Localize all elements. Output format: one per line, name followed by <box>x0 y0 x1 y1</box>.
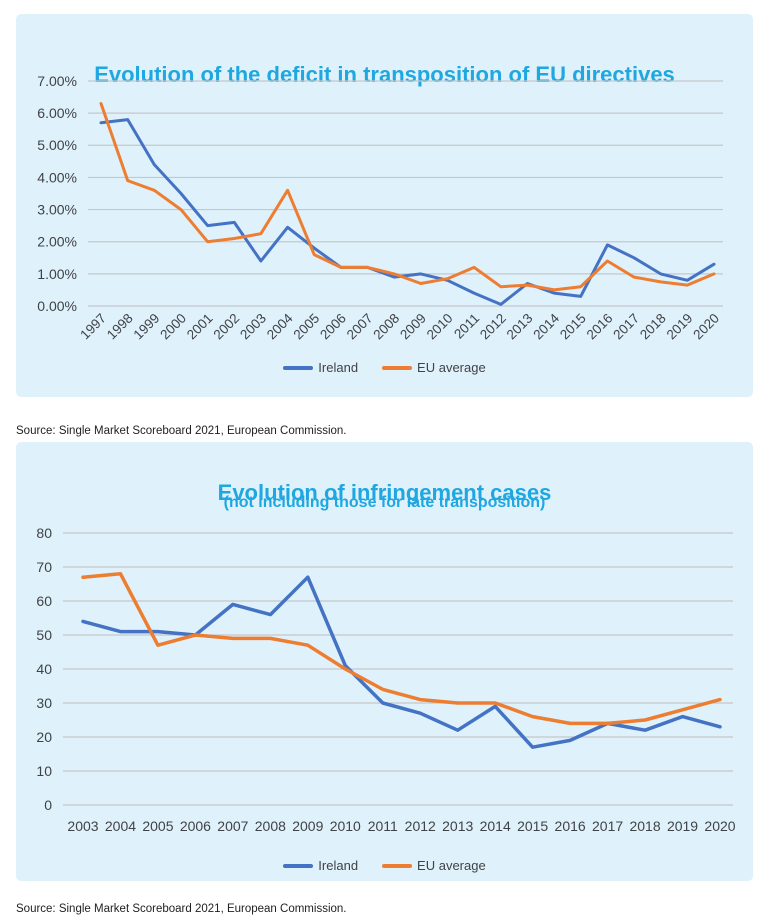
x-tick-label: 2004 <box>264 310 296 342</box>
y-tick-label: 4.00% <box>37 169 77 185</box>
y-tick-label: 40 <box>36 661 52 677</box>
x-tick-label: 1997 <box>77 311 109 343</box>
x-tick-label: 2009 <box>397 311 429 343</box>
x-tick-label: 2020 <box>690 311 722 343</box>
x-tick-label: 2016 <box>555 818 586 834</box>
x-tick-label: 2005 <box>142 818 173 834</box>
y-tick-label: 1.00% <box>37 266 77 282</box>
x-tick-label: 2015 <box>557 311 589 343</box>
y-tick-label: 2.00% <box>37 234 77 250</box>
x-tick-label: 2001 <box>184 311 216 343</box>
legend-swatch-eu-average <box>382 365 413 370</box>
x-tick-label: 2010 <box>330 818 361 834</box>
x-tick-label: 2015 <box>517 818 548 834</box>
y-tick-label: 0 <box>44 797 52 813</box>
y-tick-label: 70 <box>36 559 52 575</box>
source-note-1: Source: Single Market Scoreboard 2021, E… <box>16 424 347 437</box>
y-tick-label: 10 <box>36 763 52 779</box>
x-tick-label: 2017 <box>610 311 642 343</box>
x-tick-label: 2010 <box>424 311 456 343</box>
legend-item-eu-average: EU average <box>382 858 486 873</box>
transposition-deficit-chart: 0.00% 1.00% 2.00% 3.00% 4.00% 5.00% 6.00% 7.00%… <box>37 73 723 342</box>
x-tick-label: 2012 <box>405 818 436 834</box>
x-tick-label: 2014 <box>530 310 562 342</box>
legend-label-ireland: Ireland <box>318 858 359 873</box>
y-tick-label: 6.00% <box>37 105 77 121</box>
x-tick-label: 2003 <box>237 311 269 343</box>
x-tick-label: 2017 <box>592 818 623 834</box>
x-tick-label: 2011 <box>451 311 482 342</box>
legend-label-eu-average: EU average <box>417 360 486 375</box>
y-axis-labels: 0 10 20 30 40 50 60 70 80 <box>36 525 52 813</box>
x-axis-labels: 2003 2004 2005 2006 2007 2008 2009 2010 2011 2012… <box>67 818 735 834</box>
x-tick-label: 2013 <box>442 818 473 834</box>
source-note-2: Source: Single Market Scoreboard 2021, E… <box>16 902 347 915</box>
x-tick-label: 2007 <box>344 311 376 343</box>
x-tick-label: 2002 <box>211 311 243 343</box>
x-axis-labels: 1997199819992000200120022003200420052006… <box>77 310 722 342</box>
y-tick-label: 7.00% <box>37 73 77 89</box>
x-tick-label: 2020 <box>704 818 735 834</box>
x-tick-label: 2005 <box>290 311 322 343</box>
gridlines <box>88 80 723 307</box>
infringement-cases-chart-panel: Evolution of infringement cases (not inc… <box>16 442 753 881</box>
y-tick-label: 5.00% <box>37 137 77 153</box>
y-tick-label: 80 <box>36 525 52 541</box>
x-tick-label: 1998 <box>104 311 136 343</box>
legend-item-eu-average: EU average <box>382 360 486 375</box>
legend-infringement-cases: Ireland EU average <box>16 858 753 873</box>
series-line-ireland <box>99 118 716 306</box>
series-line-eu-average <box>81 572 722 726</box>
y-axis-labels: 0.00% 1.00% 2.00% 3.00% 4.00% 5.00% 6.00% 7.00% <box>37 73 77 314</box>
x-tick-label: 2006 <box>180 818 211 834</box>
x-tick-label: 2014 <box>480 818 511 834</box>
legend-swatch-eu-average <box>382 863 413 868</box>
chart-title-infringement-cases: Evolution of infringement cases <box>217 480 552 506</box>
y-tick-label: 60 <box>36 593 52 609</box>
x-tick-label: 2000 <box>157 311 189 343</box>
x-tick-label: 2019 <box>667 818 698 834</box>
legend-label-eu-average: EU average <box>417 858 486 873</box>
gridlines <box>63 532 733 806</box>
legend-swatch-ireland <box>283 365 314 370</box>
series-line-eu-average <box>99 102 716 292</box>
y-tick-label: 30 <box>36 695 52 711</box>
x-tick-label: 2004 <box>105 818 136 834</box>
x-tick-label: 2008 <box>370 311 402 343</box>
legend-item-ireland: Ireland <box>283 858 358 873</box>
x-tick-label: 2009 <box>292 818 323 834</box>
x-tick-label: 2013 <box>504 311 536 343</box>
x-tick-label: 2018 <box>637 311 669 343</box>
x-tick-label: 2003 <box>67 818 98 834</box>
x-tick-label: 2018 <box>629 818 660 834</box>
y-tick-label: 3.00% <box>37 201 77 217</box>
x-tick-label: 2008 <box>255 818 286 834</box>
x-tick-label: 2012 <box>477 311 509 343</box>
y-tick-label: 50 <box>36 627 52 643</box>
x-tick-label: 2006 <box>317 311 349 343</box>
legend-label-ireland: Ireland <box>318 360 359 375</box>
y-tick-label: 20 <box>36 729 52 745</box>
transposition-deficit-chart-panel: Evolution of the deficit in transpositio… <box>16 14 753 397</box>
x-tick-label: 2016 <box>584 311 616 343</box>
y-tick-label: 0.00% <box>37 298 77 314</box>
legend-transposition-deficit: Ireland EU average <box>16 360 753 375</box>
x-tick-label: 2011 <box>368 818 398 834</box>
x-tick-label: 2007 <box>217 818 248 834</box>
x-tick-label: 2019 <box>664 311 696 343</box>
legend-item-ireland: Ireland <box>283 360 358 375</box>
legend-swatch-ireland <box>283 863 314 868</box>
chart-subtitle-infringement-cases: (not including those for late transposit… <box>223 494 546 511</box>
x-tick-label: 1999 <box>131 311 163 343</box>
